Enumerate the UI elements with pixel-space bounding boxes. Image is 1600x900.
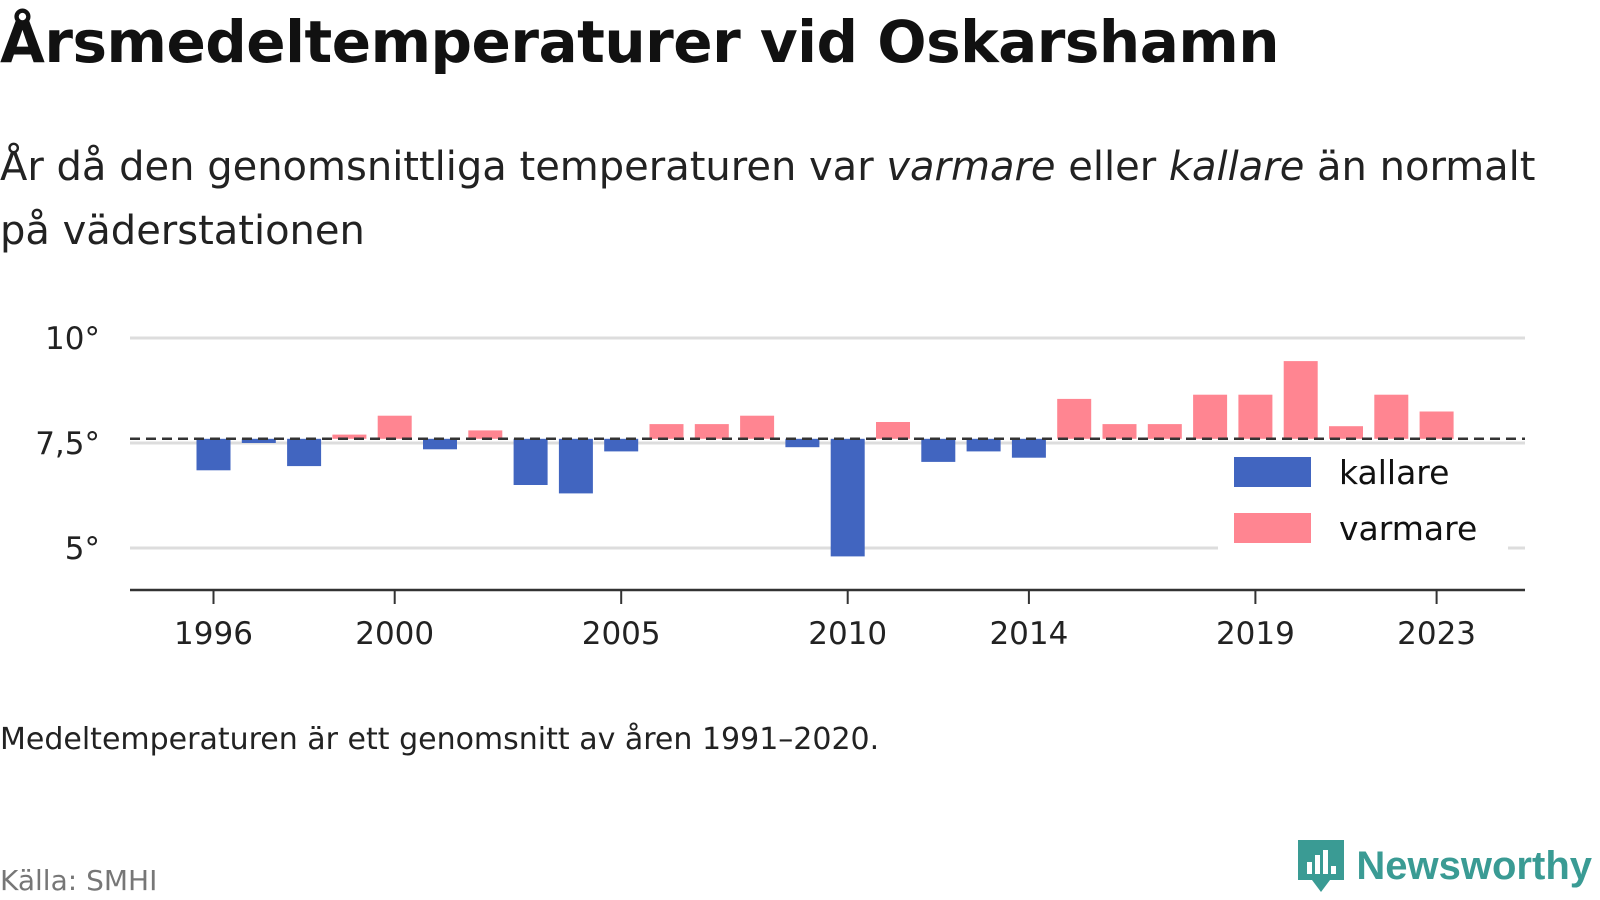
- legend-swatch-kallare: [1234, 457, 1311, 487]
- bar-2002[interactable]: [468, 430, 503, 439]
- subtitle-colder: kallare: [1168, 144, 1305, 190]
- chart-subtitle: År då den genomsnittliga temperaturen va…: [0, 135, 1540, 263]
- bar-2023[interactable]: [1419, 411, 1454, 439]
- x-tick-label: 2010: [808, 616, 887, 652]
- bar-1999[interactable]: [332, 434, 367, 439]
- y-tick-label: 5°: [65, 531, 100, 567]
- chart-note: Medeltemperaturen är ett genomsnitt av å…: [0, 722, 880, 757]
- bar-2010[interactable]: [830, 438, 865, 557]
- temperature-bar-chart: 5° 7,5° 10° kallare varmare 1996 2000 2005 2010 2…: [35, 321, 1525, 652]
- subtitle-part-1: År då den genomsnittliga temperaturen va…: [0, 144, 887, 190]
- bar-2020[interactable]: [1283, 361, 1318, 439]
- bar-2000[interactable]: [377, 415, 412, 439]
- newsworthy-logo-icon: [1298, 840, 1345, 892]
- y-tick-label: 7,5°: [35, 426, 100, 462]
- bar-2011[interactable]: [876, 422, 910, 439]
- bar-2012[interactable]: [921, 438, 956, 462]
- y-tick-label: 10°: [45, 321, 100, 357]
- source-label: Källa: SMHI: [0, 864, 158, 897]
- bar-2022[interactable]: [1374, 394, 1409, 439]
- legend-swatch-varmare: [1234, 513, 1311, 543]
- bar-2019[interactable]: [1238, 394, 1273, 439]
- subtitle-part-3: än normalt på väderstationen: [0, 144, 1536, 254]
- bar-2001[interactable]: [423, 438, 457, 450]
- bar-2009[interactable]: [785, 438, 820, 448]
- bar-2004[interactable]: [558, 438, 593, 494]
- bar-2013[interactable]: [966, 438, 1001, 452]
- x-tick-label: 2000: [355, 616, 434, 652]
- x-tick-label: 2005: [582, 616, 661, 652]
- newsworthy-logo: Newsworthy: [1296, 838, 1592, 894]
- bar-1998[interactable]: [287, 438, 322, 467]
- legend-label-kallare: kallare: [1339, 453, 1449, 492]
- x-tick-label: 2023: [1397, 616, 1476, 652]
- brand-name: Newsworthy: [1356, 843, 1592, 888]
- bar-2003[interactable]: [513, 438, 548, 485]
- subtitle-part-2: eller: [1055, 144, 1169, 190]
- subtitle-warmer: varmare: [886, 144, 1056, 190]
- chart-title: Årsmedeltemperaturer vid Oskarshamn: [0, 8, 1280, 76]
- x-tick-label: 2019: [1216, 616, 1295, 652]
- bar-2018[interactable]: [1193, 394, 1228, 439]
- bar-2015[interactable]: [1057, 398, 1092, 439]
- bar-2021[interactable]: [1329, 426, 1363, 439]
- x-tick-label: 2014: [989, 616, 1068, 652]
- x-tick-label: 1996: [174, 616, 253, 652]
- bar-2007[interactable]: [694, 424, 729, 439]
- bar-2017[interactable]: [1147, 424, 1182, 439]
- bar-2016[interactable]: [1102, 424, 1137, 439]
- bar-2008[interactable]: [740, 415, 775, 439]
- bar-2006[interactable]: [649, 424, 684, 439]
- legend-label-varmare: varmare: [1339, 509, 1477, 548]
- bar-2005[interactable]: [604, 438, 639, 452]
- bar-2014[interactable]: [1011, 438, 1046, 458]
- bar-1996[interactable]: [196, 438, 231, 471]
- bar-1997[interactable]: [241, 438, 276, 443]
